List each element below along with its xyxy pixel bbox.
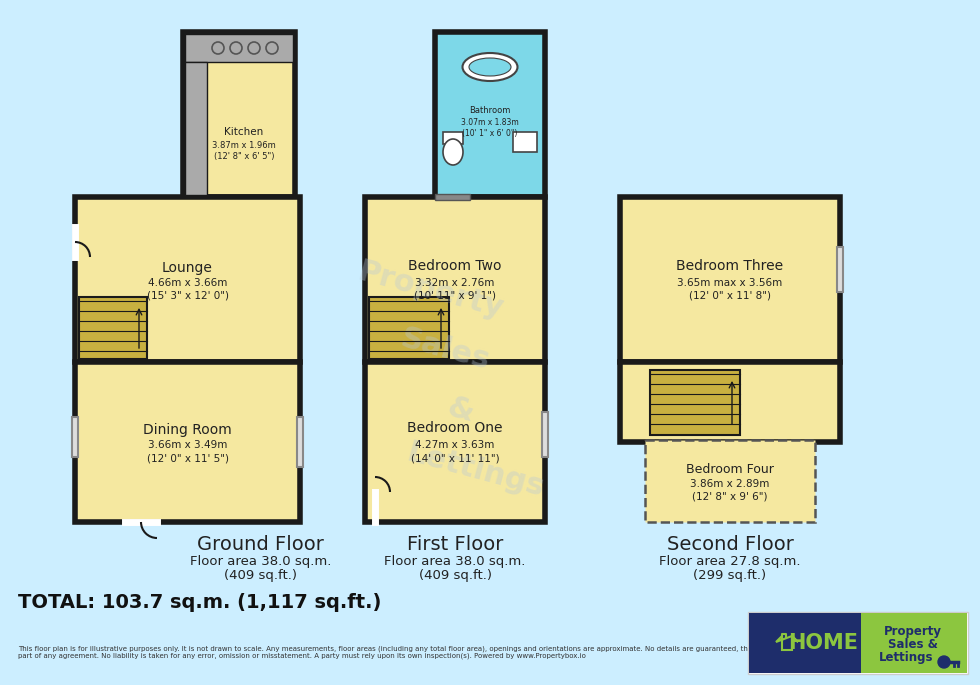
Bar [72,417,78,457]
Text: 4.66m x 3.66m: 4.66m x 3.66m [148,277,227,288]
Text: 3.87m x 1.96m: 3.87m x 1.96m [212,140,276,149]
Text: Dining Room: Dining Room [143,423,232,437]
Bar [75,197,300,362]
Text: Lounge: Lounge [162,260,213,275]
Text: (10' 11" x 9' 1"): (10' 11" x 9' 1") [414,290,496,301]
Text: Bedroom Four: Bedroom Four [686,462,774,475]
Bar [297,417,303,467]
Text: This floor plan is for illustrative purposes only. It is not drawn to scale. Any: This floor plan is for illustrative purp… [18,645,966,659]
Text: (12' 8" x 6' 5"): (12' 8" x 6' 5") [214,151,274,160]
Circle shape [938,656,950,668]
Bar [183,32,295,197]
Bar [365,197,545,362]
Text: First Floor: First Floor [407,536,503,554]
Bar [620,197,840,362]
Text: HOME: HOME [788,633,858,653]
Text: (12' 0" x 11' 5"): (12' 0" x 11' 5") [146,453,228,463]
Bar [837,247,843,292]
Text: (409 sq.ft.): (409 sq.ft.) [418,569,492,582]
Text: Property: Property [884,625,942,638]
Text: Property: Property [354,257,507,323]
Ellipse shape [469,58,511,76]
Text: Bedroom Three: Bedroom Three [676,258,784,273]
Bar [650,370,740,435]
Bar [75,362,300,522]
Bar [749,613,861,673]
Text: Ground Floor: Ground Floor [197,536,324,554]
Text: Floor area 38.0 sq.m.: Floor area 38.0 sq.m. [384,554,525,567]
Bar [365,362,545,522]
Bar [861,613,967,673]
Text: Bedroom One: Bedroom One [408,421,503,435]
Bar [542,412,548,457]
Bar [185,62,207,195]
Text: (10' 1" x 6' 0"): (10' 1" x 6' 0") [463,129,517,138]
Text: Second Floor: Second Floor [666,536,794,554]
Bar [645,440,815,522]
Bar [748,612,968,674]
Text: (12' 8" x 9' 6"): (12' 8" x 9' 6") [692,491,767,501]
Text: (14' 0" x 11' 11"): (14' 0" x 11' 11") [411,453,500,463]
Text: Bathroom: Bathroom [469,105,511,114]
Text: (12' 0" x 11' 8"): (12' 0" x 11' 8") [689,290,771,301]
Text: Sales: Sales [397,324,493,376]
Bar [435,194,470,200]
Text: 3.32m x 2.76m: 3.32m x 2.76m [416,277,495,288]
Bar [513,132,537,152]
Bar [443,132,463,144]
Ellipse shape [443,139,463,165]
Text: Lettings: Lettings [403,438,547,502]
Text: Sales &: Sales & [888,638,938,651]
Text: &: & [443,393,476,427]
Bar [620,362,840,442]
Text: TOTAL: 103.7 sq.m. (1,117 sq.ft.): TOTAL: 103.7 sq.m. (1,117 sq.ft.) [18,593,381,612]
Text: Lettings: Lettings [879,651,933,664]
Text: 3.86m x 2.89m: 3.86m x 2.89m [690,479,769,489]
Text: 3.07m x 1.83m: 3.07m x 1.83m [462,118,518,127]
Text: (15' 3" x 12' 0"): (15' 3" x 12' 0") [146,290,228,301]
Bar [435,32,545,197]
Text: Floor area 27.8 sq.m.: Floor area 27.8 sq.m. [660,554,801,567]
Bar [369,297,449,359]
Text: 4.27m x 3.63m: 4.27m x 3.63m [416,440,495,450]
Text: 3.65m max x 3.56m: 3.65m max x 3.56m [677,277,783,288]
Text: Kitchen: Kitchen [224,127,264,137]
Text: (409 sq.ft.): (409 sq.ft.) [224,569,297,582]
Text: Floor area 38.0 sq.m.: Floor area 38.0 sq.m. [190,554,331,567]
Bar [185,34,293,62]
Text: Bedroom Two: Bedroom Two [409,258,502,273]
Text: 3.66m x 3.49m: 3.66m x 3.49m [148,440,227,450]
Bar [79,297,147,359]
Text: (299 sq.ft.): (299 sq.ft.) [694,569,766,582]
Ellipse shape [463,53,517,81]
